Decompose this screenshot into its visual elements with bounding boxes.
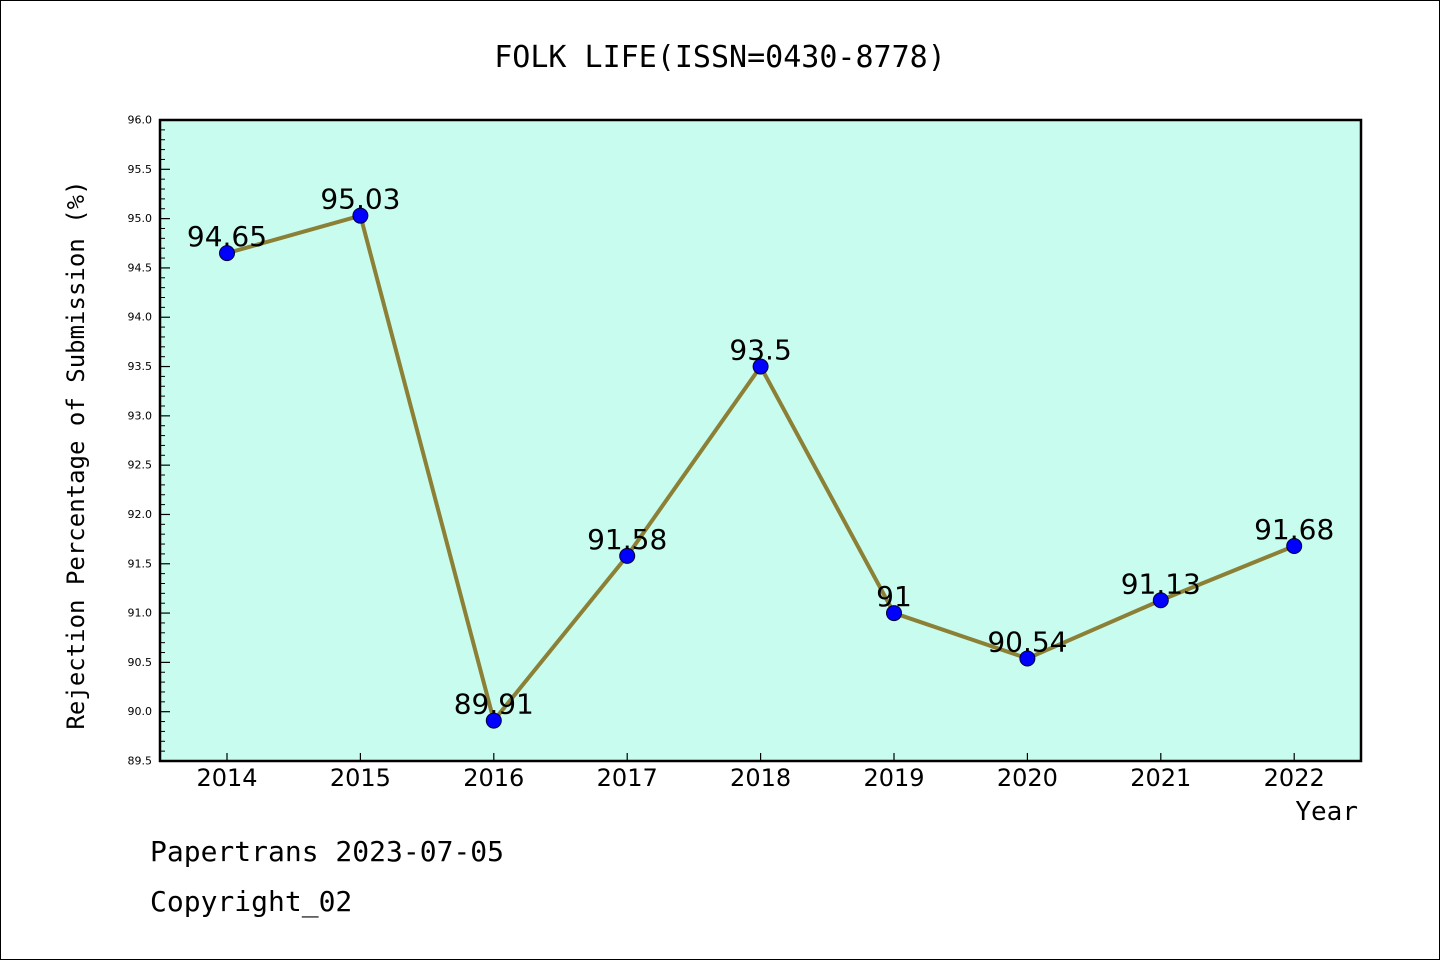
data-point xyxy=(619,547,636,564)
x-tick-label: 2022 xyxy=(1264,764,1325,792)
x-tick-label: 2014 xyxy=(196,764,257,792)
y-tick-label: 89.5 xyxy=(128,755,153,768)
y-tick-label: 93.5 xyxy=(128,360,153,373)
y-tick-label: 90.5 xyxy=(128,656,153,669)
data-label: 91.68 xyxy=(1254,513,1334,546)
x-tick-label: 2018 xyxy=(730,764,791,792)
y-tick-label: 91.5 xyxy=(128,557,153,570)
data-point xyxy=(1019,650,1036,667)
y-tick-label: 95.0 xyxy=(128,212,153,225)
y-tick-label: 94.5 xyxy=(128,261,153,274)
y-tick-label: 92.5 xyxy=(128,459,153,472)
x-tick-label: 2021 xyxy=(1130,764,1191,792)
data-point xyxy=(886,605,902,622)
data-point xyxy=(352,207,369,224)
footer-date: Papertrans 2023-07-05 xyxy=(150,835,505,868)
data-label: 91.58 xyxy=(587,523,667,556)
y-axis: 89.5 90.0 90.5 91.0 91.5 92.0 92.5 93.0 93.5 94.0… xyxy=(128,114,170,768)
x-axis: 2014 2015 2016 2017 2018 2019 2020 2021 2022 xyxy=(196,753,1325,792)
data-markers xyxy=(219,207,1303,729)
data-point xyxy=(752,358,769,375)
data-labels: 94.65 95.03 89.91 91.58 93.5 91 90.54 91.13 91.6… xyxy=(187,183,1334,721)
data-label: 94.65 xyxy=(187,220,267,253)
footer-copyright: Copyright_02 xyxy=(150,885,353,918)
x-tick-label: 2015 xyxy=(330,764,391,792)
chart-title: FOLK LIFE(ISSN=0430-8778) xyxy=(494,40,946,75)
x-tick-label: 2019 xyxy=(863,764,924,792)
data-point xyxy=(485,712,502,729)
data-label: 89.91 xyxy=(454,688,534,721)
y-axis-label: Rejection Percentage of Submission (%) xyxy=(62,180,90,729)
data-point xyxy=(1286,538,1303,555)
data-label: 91.13 xyxy=(1121,567,1201,600)
data-point xyxy=(1152,592,1169,609)
x-tick-label: 2020 xyxy=(997,764,1058,792)
x-axis-label: Year xyxy=(1295,797,1358,827)
data-point xyxy=(219,245,235,262)
data-label: 90.54 xyxy=(987,625,1067,658)
data-label: 91 xyxy=(876,580,912,613)
y-tick-label: 91.0 xyxy=(128,607,153,620)
data-label: 93.5 xyxy=(729,334,791,367)
x-tick-label: 2017 xyxy=(597,764,658,792)
y-tick-label: 93.0 xyxy=(128,409,153,422)
data-label: 95.03 xyxy=(320,183,400,216)
plot-area xyxy=(158,118,1363,763)
y-tick-label: 90.0 xyxy=(128,705,153,718)
x-tick-label: 2016 xyxy=(463,764,524,792)
y-tick-label: 96.0 xyxy=(128,114,153,127)
y-tick-label: 92.0 xyxy=(128,508,153,521)
y-tick-label: 95.5 xyxy=(128,163,153,176)
y-tick-label: 94.0 xyxy=(128,311,153,324)
